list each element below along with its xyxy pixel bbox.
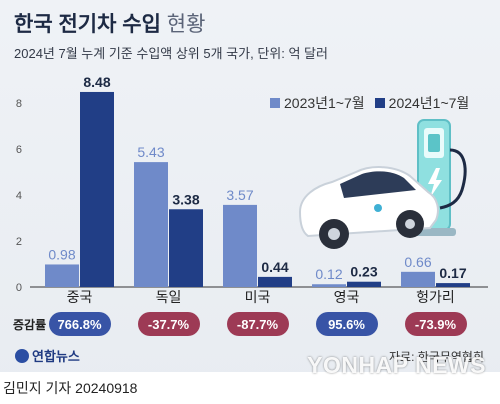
y-tick-label: 2	[16, 236, 22, 248]
bar-2024	[436, 283, 470, 287]
y-tick-label: 8	[16, 98, 22, 110]
y-tick-label: 0	[16, 282, 22, 294]
yonhap-logo: 연합뉴스	[15, 346, 80, 365]
logo-text: 연합뉴스	[32, 349, 80, 364]
growth-badge: -37.7%	[137, 312, 200, 336]
title-light: 현황	[166, 13, 206, 36]
electric-car-icon	[298, 166, 439, 249]
legend: 2023년1~7월 2024년1~7월	[270, 93, 479, 113]
bar-2023	[134, 162, 168, 287]
growth-badge: -87.7%	[226, 312, 289, 336]
bar-2024	[80, 91, 114, 288]
legend-label-2023: 2023년1~7월	[284, 95, 365, 111]
data-label-2024: 3.38	[172, 191, 199, 207]
data-label-2023: 3.57	[226, 187, 253, 203]
data-label-2023: 0.12	[315, 266, 342, 282]
growth-badge: 95.6%	[315, 312, 378, 336]
x-category-label: 미국	[245, 289, 271, 305]
bar-2023	[45, 264, 79, 287]
legend-swatch-2023	[270, 98, 280, 108]
growth-badge: 766.8%	[48, 312, 111, 336]
source-note: 자료: 한국무역협회	[389, 350, 484, 364]
bar-2024	[347, 281, 381, 287]
title-main: 한국 전기차 수입	[14, 13, 161, 36]
bar-2024	[258, 276, 292, 287]
legend-swatch-2024	[374, 98, 385, 108]
data-labels: 0.98 8.48 5.43 3.38 3.57 0.44 0.12 0.23 0.66 0.17	[48, 74, 466, 282]
bars	[45, 91, 470, 288]
data-label-2024: 0.17	[439, 265, 466, 281]
y-tick-label: 4	[16, 190, 22, 202]
legend-item-2024: 2024년1~7월	[374, 93, 470, 113]
bar-2024	[169, 209, 203, 287]
bar-2023	[312, 284, 346, 287]
yonhap-logo-icon	[15, 348, 29, 363]
data-label-2023: 5.43	[137, 144, 164, 160]
x-category-label: 영국	[334, 289, 360, 305]
data-label-2024: 0.44	[261, 259, 288, 275]
growth-label: 증감률	[13, 318, 47, 332]
x-category-label: 중국	[67, 289, 93, 305]
subtitle: 2024년 7월 누계 기준 수입액 상위 5개 국가, 단위: 억 달러	[14, 46, 328, 61]
bar-2023	[223, 204, 257, 287]
byline: 김민지 기자 20240918	[3, 380, 138, 396]
bar-2023	[401, 271, 435, 287]
x-category-label: 헝가리	[416, 289, 455, 305]
watermark: YONHAP NEWS	[307, 352, 486, 378]
x-category-label: 독일	[156, 289, 182, 305]
y-tick-label: 6	[16, 144, 22, 156]
growth-badge: -73.9%	[404, 312, 467, 336]
legend-label-2024: 2024년1~7월	[388, 95, 470, 111]
footer-band	[0, 372, 500, 404]
data-label-2023: 0.98	[48, 246, 75, 262]
legend-item-2023: 2023년1~7월	[270, 93, 365, 113]
x-axis-labels: 중국 독일 미국 영국 헝가리	[67, 289, 455, 305]
data-label-2024: 0.23	[350, 264, 377, 280]
page-title: 한국 전기차 수입 현황	[14, 8, 205, 38]
data-label-2024: 8.48	[83, 74, 110, 90]
data-label-2023: 0.66	[404, 254, 431, 270]
